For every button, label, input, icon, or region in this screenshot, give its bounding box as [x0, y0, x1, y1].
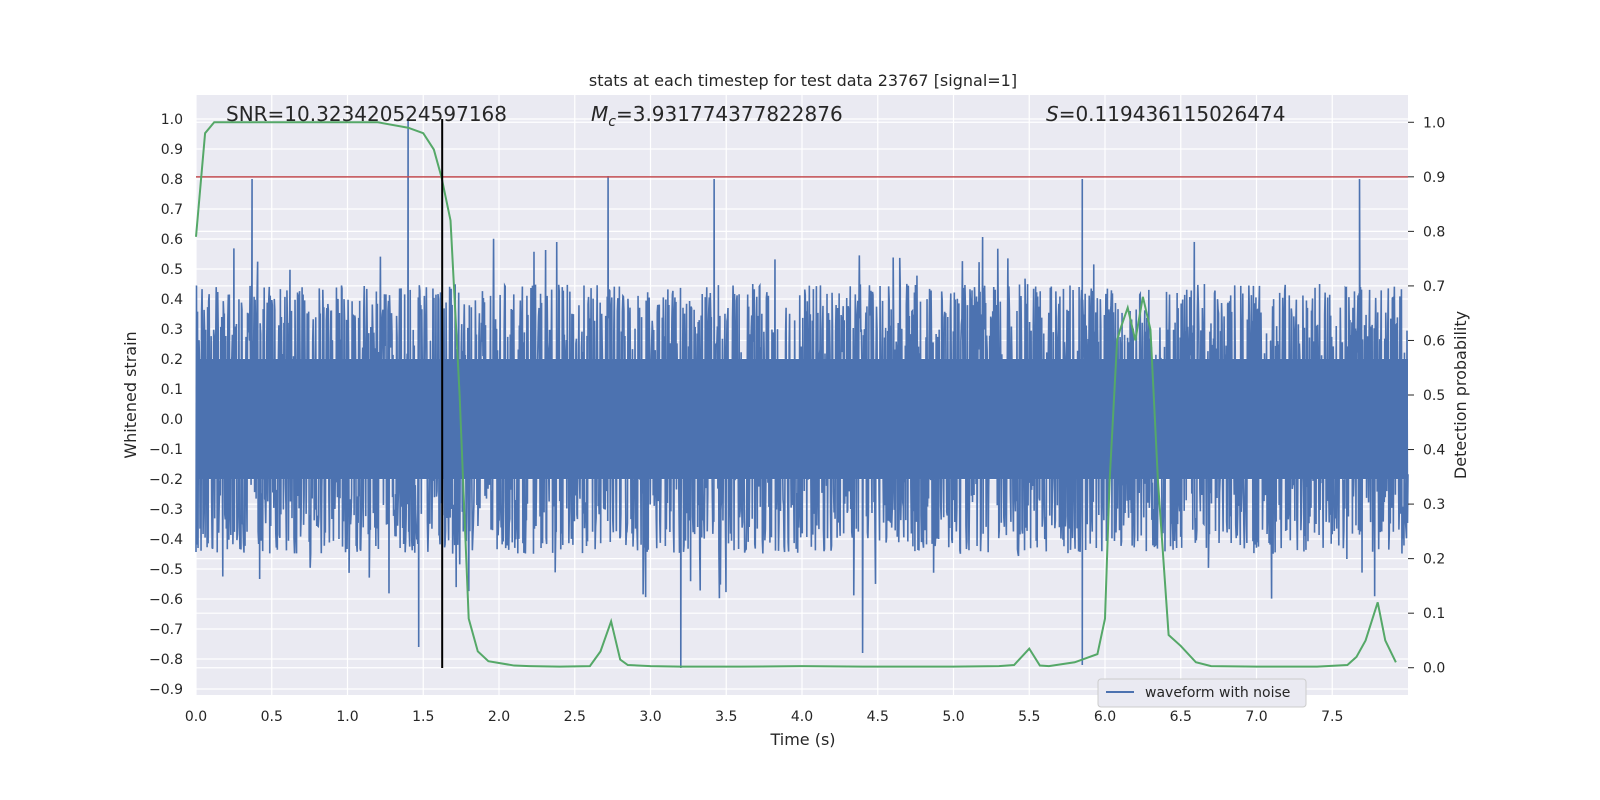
- y-tick-label-right: 0.9: [1423, 170, 1445, 186]
- y-tick-label-left: 0.1: [161, 382, 183, 398]
- x-tick-label: 1.0: [336, 709, 358, 725]
- x-tick-label: 4.0: [791, 709, 813, 725]
- chirp-mass-symbol: M: [591, 102, 608, 126]
- y-tick-label-left: 0.6: [161, 232, 183, 248]
- y-tick-label-left: 0.4: [161, 292, 183, 308]
- y-tick-label-left: −0.6: [149, 592, 183, 608]
- y-tick-label-left: 0.3: [161, 322, 183, 338]
- x-tick-label: 5.0: [942, 709, 964, 725]
- y-tick-label-right: 1.0: [1423, 115, 1445, 131]
- y-tick-label-left: −0.9: [149, 682, 183, 698]
- y-tick-label-right: 0.1: [1423, 606, 1445, 622]
- s-annotation: S=0.119436115026474: [1046, 102, 1285, 126]
- x-tick-label: 7.0: [1245, 709, 1267, 725]
- x-tick-label: 4.5: [867, 709, 889, 725]
- y-tick-label-left: 0.0: [161, 412, 183, 428]
- y-axis-label-left: Whitened strain: [121, 331, 140, 458]
- y-tick-label-left: −0.1: [149, 442, 183, 458]
- y-axis-label-right: Detection probability: [1451, 311, 1470, 479]
- x-tick-label: 1.5: [412, 709, 434, 725]
- x-tick-label: 6.5: [1170, 709, 1192, 725]
- x-tick-label: 3.0: [639, 709, 661, 725]
- y-tick-label-right: 0.6: [1423, 333, 1445, 349]
- legend-box: [1097, 678, 1307, 708]
- x-tick-label: 0.0: [185, 709, 207, 725]
- x-tick-label: 7.5: [1321, 709, 1343, 725]
- x-tick-label: 3.5: [715, 709, 737, 725]
- x-axis-label: Time (s): [769, 730, 835, 749]
- y-tick-label-left: −0.7: [149, 622, 183, 638]
- chirp-mass-annotation: Mc=3.931774377822876: [591, 102, 843, 130]
- y-tick-label-left: −0.4: [149, 532, 183, 548]
- y-tick-label-right: 0.8: [1423, 224, 1445, 240]
- s-symbol: S: [1046, 102, 1059, 126]
- y-tick-label-right: 0.2: [1423, 552, 1445, 568]
- y-tick-label-left: 0.5: [161, 262, 183, 278]
- y-tick-label-right: 0.0: [1423, 661, 1445, 677]
- x-tick-label: 2.5: [564, 709, 586, 725]
- y-tick-label-left: −0.3: [149, 502, 183, 518]
- y-tick-label-left: −0.8: [149, 652, 183, 668]
- y-tick-label-right: 0.7: [1423, 279, 1445, 295]
- legend: waveform with noise: [1097, 678, 1307, 708]
- x-tick-label: 0.5: [261, 709, 283, 725]
- y-tick-label-left: 0.8: [161, 172, 183, 188]
- x-ticks: 0.0 0.5 1.0 1.5 2.0 2.5 3.0 3.5 4.0 4.5 5.0 5.5 6.0 6…: [185, 709, 1344, 725]
- y-tick-label-left: 0.2: [161, 352, 183, 368]
- snr-annotation: SNR=10.323420524597168: [226, 102, 507, 126]
- y-tick-label-right: 0.5: [1423, 388, 1445, 404]
- y-tick-label-left: 0.7: [161, 202, 183, 218]
- waveform-core: [196, 359, 1408, 479]
- x-tick-label: 2.0: [488, 709, 510, 725]
- y-tick-label-left: −0.5: [149, 562, 183, 578]
- y-tick-label-right: 0.3: [1423, 497, 1445, 513]
- y-ticks-right: 1.0 0.9 0.8 0.7 0.6 0.5 0.4 0.3 0.2 0.1 0.0: [1408, 115, 1445, 677]
- y-tick-label-left: 0.9: [161, 142, 183, 158]
- y-tick-label-left: −0.2: [149, 472, 183, 488]
- legend-label: waveform with noise: [1145, 685, 1290, 701]
- x-tick-label: 6.0: [1094, 709, 1116, 725]
- y-ticks-left: 1.0 0.9 0.8 0.7 0.6 0.5 0.4 0.3 0.2 0.1 0.0 −0.1 −0.…: [149, 112, 183, 698]
- probability-series: [195, 121, 1397, 668]
- chirp-mass-value: =3.931774377822876: [616, 102, 843, 126]
- s-value: =0.119436115026474: [1059, 102, 1286, 126]
- y-tick-label-right: 0.4: [1423, 443, 1445, 459]
- x-tick-label: 5.5: [1018, 709, 1040, 725]
- waveform-series: [195, 118, 1409, 669]
- chirp-mass-subscript: c: [608, 114, 616, 130]
- y-tick-label-left: 1.0: [161, 112, 183, 128]
- chart-title: stats at each timestep for test data 237…: [589, 71, 1017, 90]
